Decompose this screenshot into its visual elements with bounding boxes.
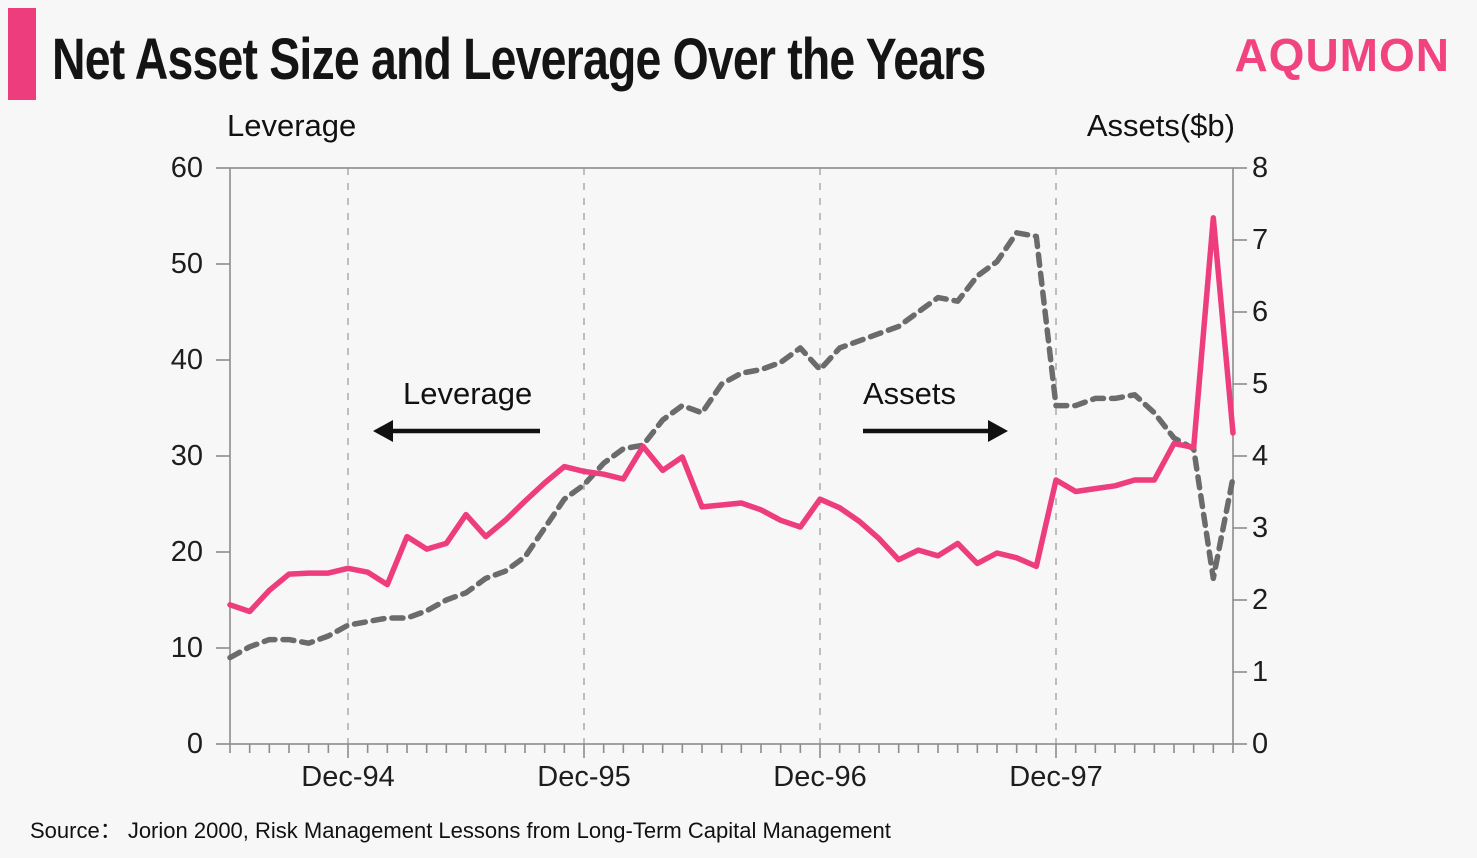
right-axis-title: Assets($b) (1086, 108, 1235, 143)
y-axis-tick-label-right: 6 (1252, 296, 1269, 328)
y-axis-tick-label-left: 0 (186, 728, 203, 760)
y-axis-tick-label-left: 40 (170, 344, 203, 376)
x-axis-tick-label: Dec-96 (773, 761, 867, 793)
y-axis-tick-label-right: 3 (1252, 512, 1269, 544)
title-accent-bar (8, 8, 36, 100)
y-axis-tick-label-right: 1 (1252, 656, 1269, 688)
y-axis-tick-label-left: 20 (170, 536, 203, 568)
x-axis-tick-label: Dec-95 (537, 761, 631, 793)
y-axis-tick-label-right: 0 (1252, 728, 1269, 760)
x-axis-tick-label: Dec-97 (1009, 761, 1103, 793)
x-axis-tick-label: Dec-94 (301, 761, 395, 793)
leverage-annotation-label: Leverage (403, 376, 533, 411)
left-axis-title: Leverage (227, 108, 357, 143)
y-axis-tick-label-left: 30 (170, 440, 203, 472)
y-axis-tick-label-right: 4 (1252, 440, 1269, 472)
y-axis-tick-label-right: 7 (1252, 224, 1269, 256)
aqumon-logo: AQUMON (1234, 29, 1450, 81)
y-axis-tick-label-left: 10 (170, 632, 203, 664)
y-axis-tick-label-right: 8 (1252, 152, 1269, 184)
page-title: Net Asset Size and Leverage Over the Yea… (52, 27, 986, 92)
y-axis-tick-label-left: 60 (170, 152, 203, 184)
y-axis-tick-label-left: 50 (170, 248, 203, 280)
assets-annotation-label: Assets (863, 376, 957, 411)
source-note: Source： Jorion 2000, Risk Management Les… (30, 818, 891, 843)
y-axis-tick-label-right: 2 (1252, 584, 1269, 616)
y-axis-tick-label-right: 5 (1252, 368, 1269, 400)
